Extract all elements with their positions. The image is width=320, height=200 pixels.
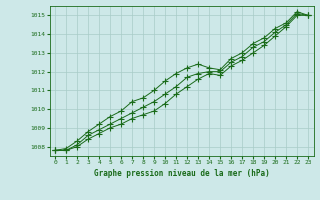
X-axis label: Graphe pression niveau de la mer (hPa): Graphe pression niveau de la mer (hPa) — [94, 169, 269, 178]
